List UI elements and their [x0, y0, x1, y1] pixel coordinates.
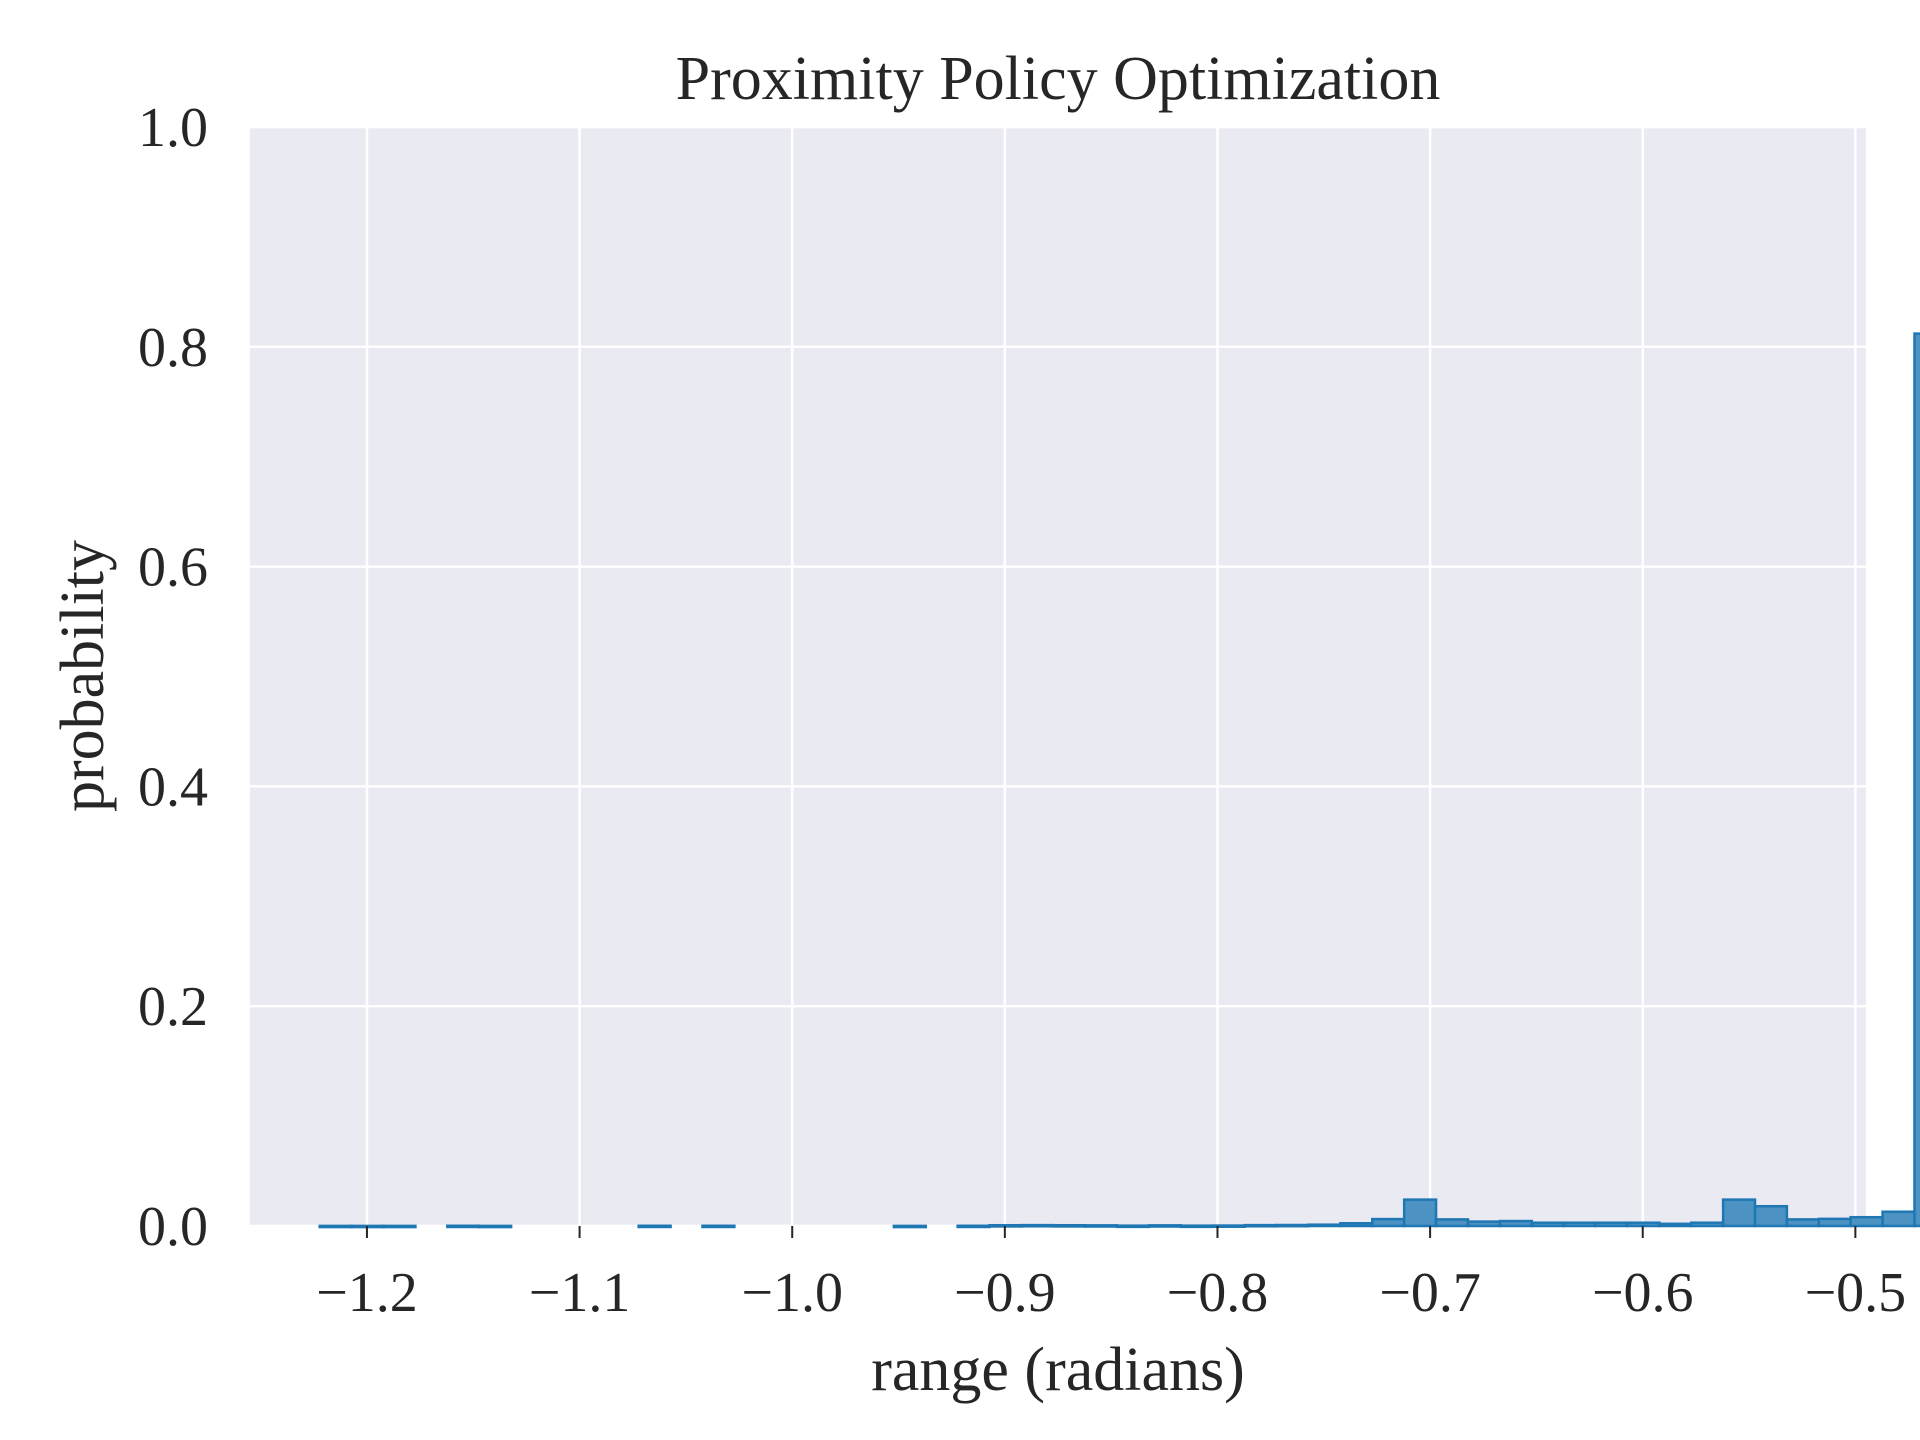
histogram-bar	[1626, 1221, 1661, 1228]
histogram-bar	[1753, 1204, 1789, 1228]
histogram-bar	[382, 1224, 417, 1229]
y-tick-label: 0.0	[138, 1196, 208, 1258]
histogram-bar	[1913, 332, 1920, 1228]
histogram-bar	[1785, 1218, 1821, 1228]
histogram-bar	[1402, 1198, 1438, 1228]
x-tick-label: −1.0	[741, 1262, 843, 1324]
x-tick-label: −1.2	[316, 1262, 418, 1324]
histogram-bar	[1689, 1221, 1725, 1228]
histogram-bar	[1275, 1223, 1310, 1228]
chart-title: Proximity Policy Optimization	[676, 45, 1441, 113]
histogram-bar	[1562, 1221, 1597, 1228]
y-tick-label: 0.6	[138, 537, 208, 599]
histogram-bar	[1179, 1224, 1215, 1229]
histogram-bar	[1721, 1198, 1757, 1228]
y-axis-title: probability	[49, 540, 117, 812]
y-tick-label: 0.2	[138, 976, 208, 1038]
plot-area	[250, 127, 1866, 1226]
y-tick-label: 1.0	[138, 97, 208, 159]
histogram-bar	[1658, 1222, 1693, 1228]
histogram-bar	[1530, 1221, 1565, 1228]
x-tick-label: −1.1	[529, 1262, 631, 1324]
histogram-bar	[1052, 1223, 1087, 1228]
histogram-bar	[1083, 1224, 1119, 1228]
histogram-bar	[637, 1224, 672, 1229]
y-axis-ticks: 0.0 0.2 0.4 0.6 0.8 1.0	[138, 97, 208, 1258]
histogram-bar	[1817, 1217, 1852, 1228]
histogram-bar	[318, 1224, 353, 1229]
histogram-bar	[477, 1224, 513, 1229]
histogram-bar	[1243, 1223, 1278, 1228]
histogram-bar	[1498, 1219, 1533, 1228]
histogram-bar	[1115, 1224, 1151, 1229]
x-tick-label: −0.9	[954, 1262, 1056, 1324]
grid-lines	[250, 125, 1866, 1228]
histogram-bar	[1339, 1222, 1374, 1228]
histogram-bars	[318, 332, 1920, 1229]
histogram-bar	[892, 1224, 927, 1229]
x-tick-label: −0.8	[1167, 1262, 1269, 1324]
x-tick-label: −0.7	[1379, 1262, 1481, 1324]
histogram-bar	[701, 1224, 736, 1229]
histogram-bar	[1147, 1224, 1183, 1228]
histogram-bar	[1594, 1221, 1629, 1228]
histogram-bar	[446, 1224, 481, 1229]
x-tick-label: −0.5	[1805, 1262, 1907, 1324]
histogram-bar	[1466, 1220, 1502, 1228]
x-axis-ticks: −1.2 −1.1 −1.0 −0.9 −0.8 −0.7 −0.6 −0.5	[316, 1226, 1906, 1324]
y-tick-label: 0.8	[138, 317, 208, 379]
histogram-bar	[1849, 1215, 1884, 1228]
histogram-bar	[1371, 1217, 1406, 1228]
histogram-bar	[1881, 1210, 1916, 1228]
y-tick-label: 0.4	[138, 756, 208, 818]
histogram-bar	[1020, 1223, 1055, 1228]
histogram-bar	[956, 1224, 991, 1229]
x-tick-label: −0.6	[1592, 1262, 1694, 1324]
histogram-bar	[1307, 1223, 1342, 1228]
histogram-bar	[1434, 1218, 1470, 1228]
x-axis-title: range (radians)	[871, 1336, 1245, 1404]
